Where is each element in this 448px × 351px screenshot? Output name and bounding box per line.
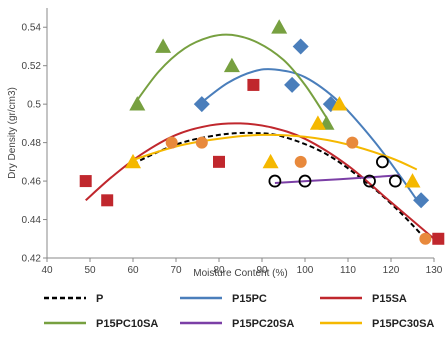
curve-p15pc10sa <box>132 33 328 119</box>
marker-p15pc30sa <box>404 173 421 188</box>
x-tick-label: 120 <box>383 265 400 276</box>
legend-label-p15pc20sa: P15PC20SA <box>232 318 294 330</box>
legend: P P15PC P15SA P15PC10SA P15PC20SA P15PC30SA <box>44 293 434 330</box>
marker-p15sa <box>101 194 114 207</box>
marker-p15sa <box>213 155 225 168</box>
marker-p15pc <box>284 76 301 93</box>
marker-p15pc <box>292 38 309 55</box>
marker-p15sa <box>79 175 92 188</box>
y-tick-label: 0.44 <box>22 215 42 226</box>
marker-p15pc <box>413 192 430 209</box>
marker-unlabelled <box>165 136 178 149</box>
curve-p15pc <box>201 68 422 207</box>
marker-p15sa <box>247 78 260 91</box>
x-tick-label: 110 <box>340 265 356 276</box>
curve-p15pc30sa <box>132 133 418 171</box>
curve-p15pc20sa <box>274 174 400 184</box>
legend-label-p: P <box>96 293 103 305</box>
axes: 40 50 60 70 80 90 100 110 120 130 0.42 0.44 0.46 0.48… <box>22 8 443 276</box>
marker-p15pc10sa <box>271 19 288 34</box>
curve-p <box>132 131 427 240</box>
x-tick-label: 100 <box>297 265 314 276</box>
y-tick-label: 0.42 <box>22 254 42 265</box>
marker-p15pc10sa <box>223 57 240 73</box>
marker-p15pc10sa <box>129 96 146 111</box>
marker-p <box>268 174 282 188</box>
x-tick-label: 130 <box>426 265 443 276</box>
x-tick-label: 80 <box>213 265 225 276</box>
marker-unlabelled <box>419 232 432 245</box>
y-tick-label: 0.48 <box>22 138 42 149</box>
marker-p15pc10sa <box>155 38 172 53</box>
marker-p <box>388 174 402 188</box>
marker-p <box>375 155 389 169</box>
y-tick-label: 0.46 <box>22 177 42 188</box>
x-axis-title: Moisture Content (%) <box>193 268 287 279</box>
y-axis-title: Dry Density (gr/cm3) <box>7 87 18 179</box>
y-tick-label: 0.5 <box>27 100 41 111</box>
legend-label-p15sa: P15SA <box>372 293 407 305</box>
legend-label-p15pc30sa: P15PC30SA <box>372 318 434 330</box>
marker-unlabelled <box>294 155 307 168</box>
marker-p15pc <box>193 96 210 113</box>
marker-p15pc30sa <box>331 96 348 111</box>
marker-p15pc30sa <box>125 153 141 169</box>
x-tick-label: 90 <box>256 265 268 276</box>
marker-unlabelled <box>195 136 208 149</box>
x-tick-label: 50 <box>84 265 96 276</box>
curve-p15sa <box>85 122 435 240</box>
x-tick-label: 70 <box>170 265 182 276</box>
marker-p15pc30sa <box>309 115 326 130</box>
legend-label-p15pc10sa: P15PC10SA <box>96 318 158 330</box>
marker-p <box>298 174 312 188</box>
x-tick-label: 60 <box>127 265 139 276</box>
fitted-curves <box>85 33 435 240</box>
marker-p15sa <box>432 232 445 245</box>
legend-label-p15pc: P15PC <box>232 293 267 305</box>
y-tick-label: 0.52 <box>22 61 42 72</box>
marker-unlabelled <box>346 136 359 149</box>
data-markers <box>79 19 445 245</box>
marker-p <box>363 174 376 188</box>
marker-p15pc30sa <box>262 153 279 169</box>
x-tick-label: 40 <box>41 265 53 276</box>
y-tick-label: 0.54 <box>22 23 42 34</box>
